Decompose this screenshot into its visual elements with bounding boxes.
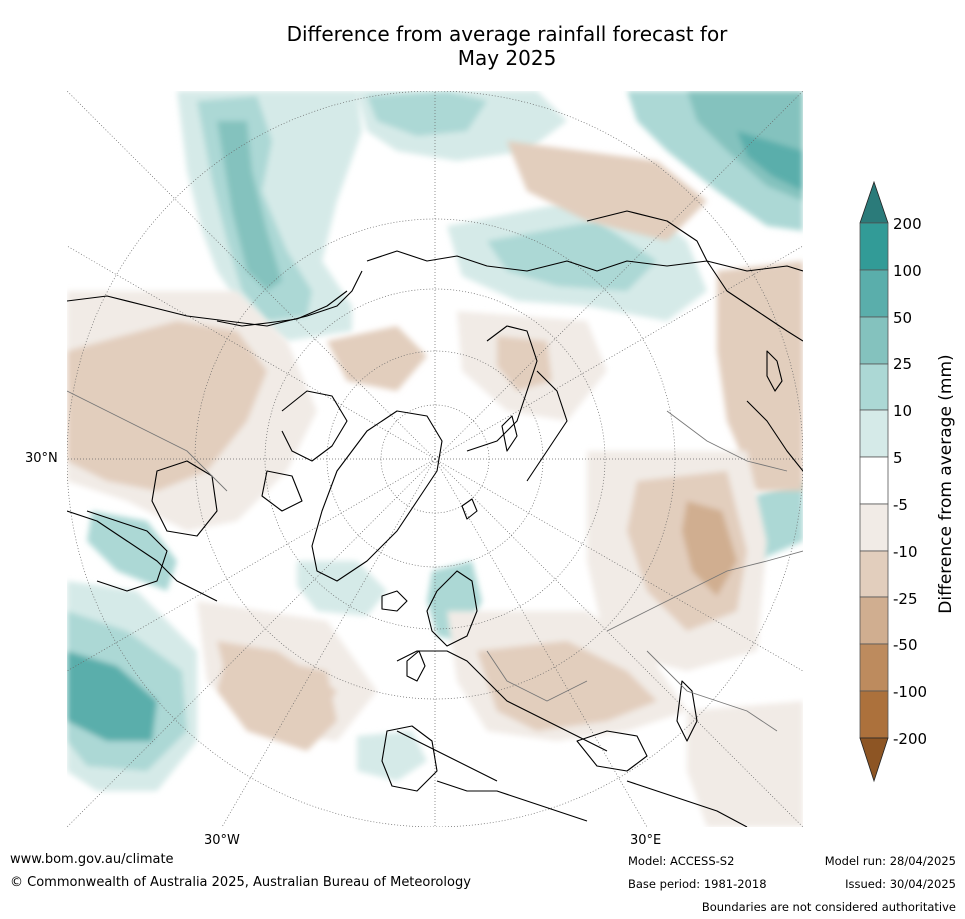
border-central-asia (646, 650, 778, 732)
latitude-label-30n: 30°N (25, 451, 58, 466)
coastline-iberia (381, 725, 438, 792)
wet-region-gulf-mexico (87, 511, 177, 591)
wet-region-north-pacific-inner (217, 121, 282, 291)
coastline-scandinavia (426, 570, 478, 647)
footer-base-period: Base period: 1981-2018 (628, 877, 767, 891)
colorbar-tick-5: 5 (893, 449, 903, 467)
border-europe-east (486, 650, 588, 702)
colorbar-band-m10-m25 (859, 550, 889, 598)
coastline-japan (766, 350, 783, 392)
wet-region-east-asia-inner (737, 131, 803, 191)
latitude-circle-60n (264, 288, 606, 630)
coastline-black-sea (576, 730, 648, 772)
coastline-gulf-mexico (86, 510, 168, 592)
colorbar-band-m50-m100 (859, 643, 889, 692)
colorbar-tick-minus200: -200 (893, 730, 928, 748)
colorbar-band-10-25 (859, 363, 889, 411)
colorbar-band-5-10 (859, 409, 889, 458)
coastline-kamchatka (586, 210, 708, 262)
colorbar-tick-minus25: -25 (893, 590, 918, 608)
longitude-label-30e: 30°E (630, 833, 662, 848)
colorbar-tick-10: 10 (893, 402, 913, 420)
colorbar-title: Difference from average (mm) (936, 354, 956, 614)
meridian-120w (67, 245, 436, 460)
rainfall-anomaly-map (67, 91, 803, 827)
coastline-svalbard (461, 498, 478, 520)
longitude-label-30w: 30°W (204, 833, 240, 848)
dry-region-north-america-core (67, 321, 267, 491)
coastline-caspian (676, 680, 698, 742)
colorbar-band-m25-m50 (859, 596, 889, 645)
coastline-mediterranean (436, 780, 588, 822)
dry-region-arctic-russia-core (497, 336, 552, 391)
title-line-2: May 2025 (457, 46, 557, 70)
border-canada-usa (67, 390, 228, 492)
meridian-120e (434, 245, 803, 460)
map-canvas (67, 91, 803, 827)
dry-region-pacific-east (327, 326, 427, 391)
coastline-novaya-zemlya (501, 415, 518, 452)
colorbar-band-m100-m200 (859, 690, 889, 739)
coastline-east-asia (706, 260, 803, 472)
colorbar-band-25-50 (859, 316, 889, 365)
coastline-iceland (381, 590, 408, 612)
wet-region-arctic-pacific-core (367, 91, 487, 136)
footer-model-run: Model run: 28/04/2025 (824, 854, 956, 868)
colorbar-arrow-bottom (859, 737, 889, 783)
colorbar-tick-50: 50 (893, 309, 913, 327)
colorbar-tick-25: 25 (893, 355, 913, 373)
chart-title: Difference from average rainfall forecas… (200, 22, 814, 70)
footer-issued: Issued: 30/04/2025 (845, 877, 956, 891)
colorbar-tick-minus10: -10 (893, 543, 918, 561)
wet-region-atlantic-tropics-inner (67, 651, 157, 741)
colorbar-band-100-200 (859, 222, 889, 271)
coastline-north-america (67, 270, 363, 602)
wet-region-greenland-sea (297, 561, 387, 616)
dry-region-north-africa (687, 701, 803, 827)
wetter-regions (67, 91, 803, 791)
footer-url: www.bom.gov.au/climate (10, 852, 174, 867)
footer-model: Model: ACCESS-S2 (628, 854, 735, 868)
wet-region-iberia (357, 731, 427, 781)
footer-disclaimer: Boundaries are not considered authoritat… (701, 900, 956, 914)
footer-copyright: © Commonwealth of Australia 2025, Austra… (10, 875, 471, 890)
colorbar-arrow-top (859, 180, 889, 224)
title-line-1: Difference from average rainfall forecas… (286, 22, 728, 46)
meridian-30w (221, 458, 436, 827)
coastline-europe (396, 650, 608, 782)
dry-region-mid-atlantic (217, 651, 337, 751)
colorbar-tick-100: 100 (893, 262, 922, 280)
colorbar-tick-minus100: -100 (893, 683, 928, 701)
dry-region-east-siberia (507, 141, 707, 241)
coastline-canadian-archipelago (261, 390, 348, 512)
colorbar-graphic (859, 180, 889, 783)
colorbar-tick-200: 200 (893, 215, 922, 233)
coastline-greenland (311, 410, 443, 582)
coastline-middle-east (626, 780, 748, 827)
coastline-siberia (366, 250, 803, 272)
colorbar-tick-minus50: -50 (893, 636, 918, 654)
border-china-mongolia (666, 410, 788, 472)
dry-region-central-asia-inner (682, 501, 737, 596)
coastline-alaska (216, 290, 348, 327)
dry-region-east-asia (717, 261, 803, 491)
border-russia-kazakhstan (606, 550, 803, 632)
drier-regions (67, 141, 803, 827)
colorbar-band-neutral (859, 456, 889, 505)
graticule (67, 91, 803, 827)
colorbar-tick-minus5: -5 (893, 496, 908, 514)
coastline-russia-arctic (466, 325, 568, 482)
colorbar-band-50-100 (859, 269, 889, 318)
coastline-hudson-bay (151, 460, 218, 537)
country-borders (67, 390, 803, 732)
colorbar-band-m5-m10 (859, 503, 889, 552)
coastlines (67, 210, 803, 827)
coastline-british-isles (406, 650, 426, 682)
